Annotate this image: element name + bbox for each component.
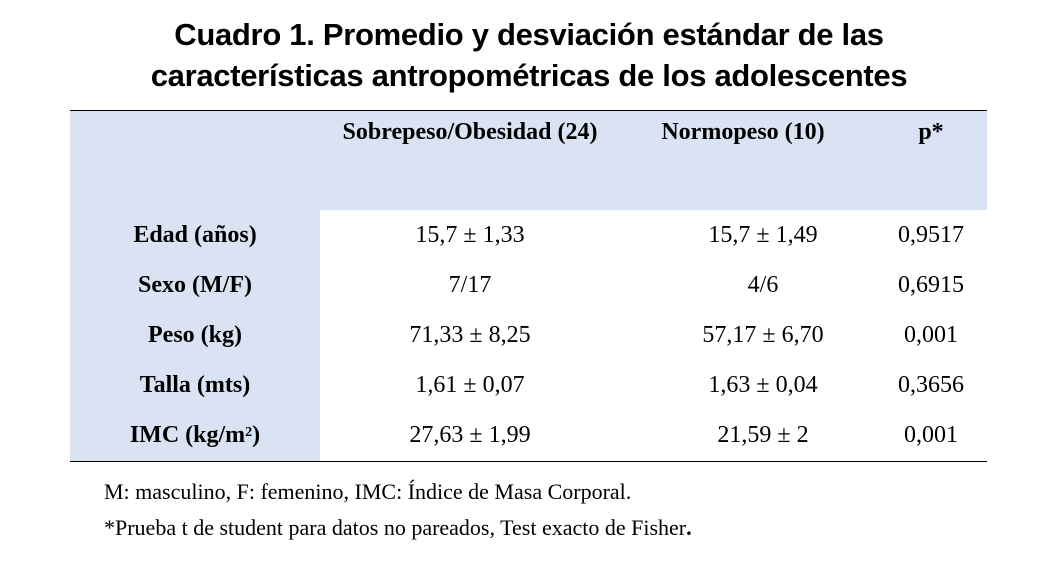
cell-sobrepeso: 7/17 (448, 272, 492, 298)
footnote-tests-end: . (686, 515, 692, 540)
cell-sobrepeso: 1,61 ± 0,07 (415, 372, 525, 398)
cell-sobrepeso: 71,33 ± 8,25 (409, 322, 531, 348)
column-header-band (320, 111, 987, 210)
row-label-end: ) (252, 422, 261, 448)
cell-p: 0,3656 (898, 372, 964, 398)
row-label: Edad (años) (133, 222, 257, 248)
cell-p: 0,9517 (898, 222, 964, 248)
cell-sobrepeso: 27,63 ± 1,99 (409, 422, 531, 448)
table-top-rule (70, 110, 987, 111)
row-header-band (70, 111, 320, 461)
cell-normopeso: 57,17 ± 6,70 (702, 322, 824, 348)
cell-p: 0,001 (904, 322, 958, 348)
footnote-tests: *Prueba t de student para datos no parea… (104, 514, 692, 542)
title-line-2: características antropométricas de los a… (150, 58, 908, 93)
cell-sobrepeso: 15,7 ± 1,33 (415, 222, 525, 248)
cell-p: 0,6915 (898, 272, 964, 298)
table-row: Talla (mts) 1,61 ± 0,07 1,63 ± 0,04 0,36… (70, 360, 987, 410)
table-bottom-rule (70, 461, 987, 462)
row-label-text: IMC (kg/m (129, 422, 246, 448)
cell-normopeso: 21,59 ± 2 (717, 422, 809, 448)
column-header-p: p* (918, 119, 944, 145)
title-line-1: Cuadro 1. Promedio y desviación estándar… (174, 17, 884, 52)
cell-normopeso: 15,7 ± 1,49 (708, 222, 818, 248)
row-label-superscript: 2 (245, 425, 253, 440)
table-row: Edad (años) 15,7 ± 1,33 15,7 ± 1,49 0,95… (70, 210, 987, 260)
row-label: Peso (kg) (148, 322, 242, 348)
row-label: Talla (mts) (139, 372, 251, 398)
cell-normopeso: 4/6 (747, 272, 779, 298)
cell-normopeso: 1,63 ± 0,04 (708, 372, 818, 398)
footnote-abbreviations: M: masculino, F: femenino, IMC: Índice d… (104, 479, 632, 504)
row-label: IMC (kg/m2) (70, 420, 320, 450)
footnote-tests-text: *Prueba t de student para datos no parea… (104, 515, 687, 540)
table-row: Peso (kg) 71,33 ± 8,25 57,17 ± 6,70 0,00… (70, 310, 987, 360)
table-row: IMC (kg/m2) 27,63 ± 1,99 21,59 ± 2 0,001 (70, 410, 987, 460)
page-title: Cuadro 1. Promedio y desviación estándar… (0, 14, 1058, 96)
table-row: Sexo (M/F) 7/17 4/6 0,6915 (70, 260, 987, 310)
row-label: Sexo (M/F) (138, 272, 252, 298)
cell-p: 0,001 (904, 422, 958, 448)
column-header-normopeso: Normopeso (10) (661, 119, 825, 145)
column-header-sobrepeso: Sobrepeso/Obesidad (24) (342, 119, 598, 145)
